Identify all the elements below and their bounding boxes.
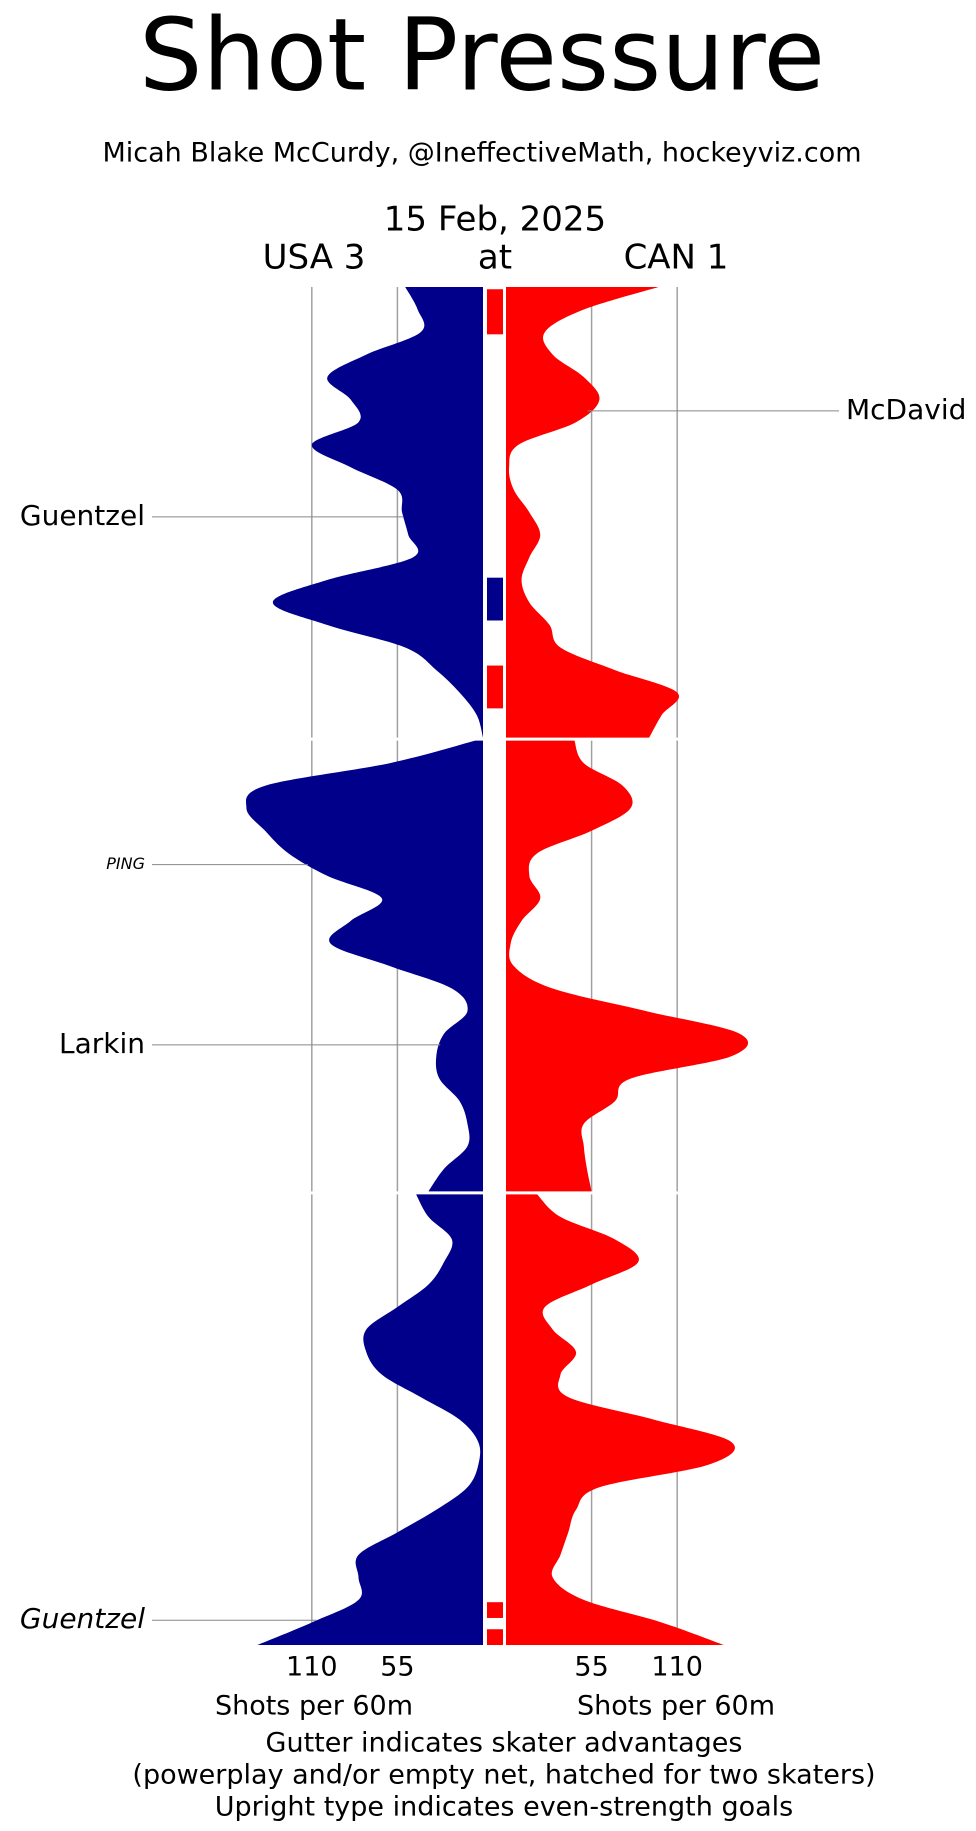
x-tick-label: 110 — [286, 1652, 338, 1683]
pressure-area — [506, 1194, 735, 1645]
x-axis-label: Shots per 60m — [215, 1691, 413, 1722]
pressure-area — [257, 1194, 483, 1645]
pressure-area — [506, 740, 749, 1192]
note: Gutter indicates skater advantages — [266, 1728, 743, 1759]
pressure-area — [506, 287, 680, 738]
goal-label: PING — [106, 854, 145, 873]
gutter-advantage — [487, 289, 503, 335]
pressure-area — [245, 740, 483, 1192]
goal-label: Larkin — [59, 1027, 145, 1060]
gutter-advantage — [487, 665, 503, 709]
x-axis-label: Shots per 60m — [577, 1691, 775, 1722]
gutter-advantage — [487, 1629, 503, 1645]
pressure-area — [272, 287, 483, 738]
goal-label: Guentzel — [20, 1602, 145, 1635]
team-label: USA 3 — [263, 238, 366, 278]
x-tick-label: 55 — [574, 1652, 608, 1683]
x-tick-label: 55 — [380, 1652, 414, 1683]
separator: at — [478, 238, 512, 278]
chart-title: Shot Pressure — [139, 0, 825, 113]
gutter-advantage — [487, 577, 503, 621]
goal-label: Guentzel — [20, 499, 145, 532]
team-label: CAN 1 — [624, 238, 729, 278]
chart-subtitle: Micah Blake McCurdy, @IneffectiveMath, h… — [102, 138, 861, 169]
note: Upright type indicates even-strength goa… — [215, 1792, 793, 1823]
gutter-advantage — [487, 1602, 503, 1618]
x-tick-label: 110 — [651, 1652, 703, 1683]
goal-label: McDavid — [846, 393, 966, 426]
game-date: 15 Feb, 2025 — [384, 200, 606, 240]
note: (powerplay and/or empty net, hatched for… — [132, 1760, 875, 1791]
areas — [245, 287, 749, 1645]
